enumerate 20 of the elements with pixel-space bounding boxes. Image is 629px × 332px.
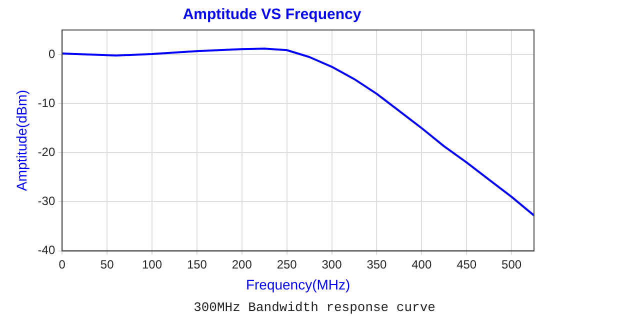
x-tick-label: 250: [276, 257, 298, 272]
chart-title: Amptitude VS Frequency: [182, 6, 362, 24]
x-tick-label: 300: [322, 257, 342, 272]
y-tick-label: -20: [38, 144, 56, 159]
y-axis-title: Amptitude(dBm): [13, 90, 30, 191]
text: 300MHz Bandwidth response curve: [192, 300, 436, 315]
x-tick-label: 50: [100, 257, 114, 272]
y-tick-label: 0: [48, 46, 56, 61]
x-tick-label: 350: [366, 257, 388, 272]
x-tick-label: 0: [58, 257, 66, 272]
y-tick-label: -30: [38, 194, 56, 208]
x-tick-label: 500: [502, 257, 522, 272]
y-tick-label: -40: [38, 243, 56, 258]
y-tick-label: -10: [38, 96, 56, 110]
x-tick-label: 100: [142, 257, 162, 272]
x-tick-label: 400: [412, 257, 432, 272]
x-tick-label: 150: [186, 257, 208, 272]
x-tick-label: 200: [232, 257, 252, 272]
x-tick-label: 450: [456, 257, 477, 272]
x-axis-title: Frequency(MHz): [246, 276, 350, 292]
